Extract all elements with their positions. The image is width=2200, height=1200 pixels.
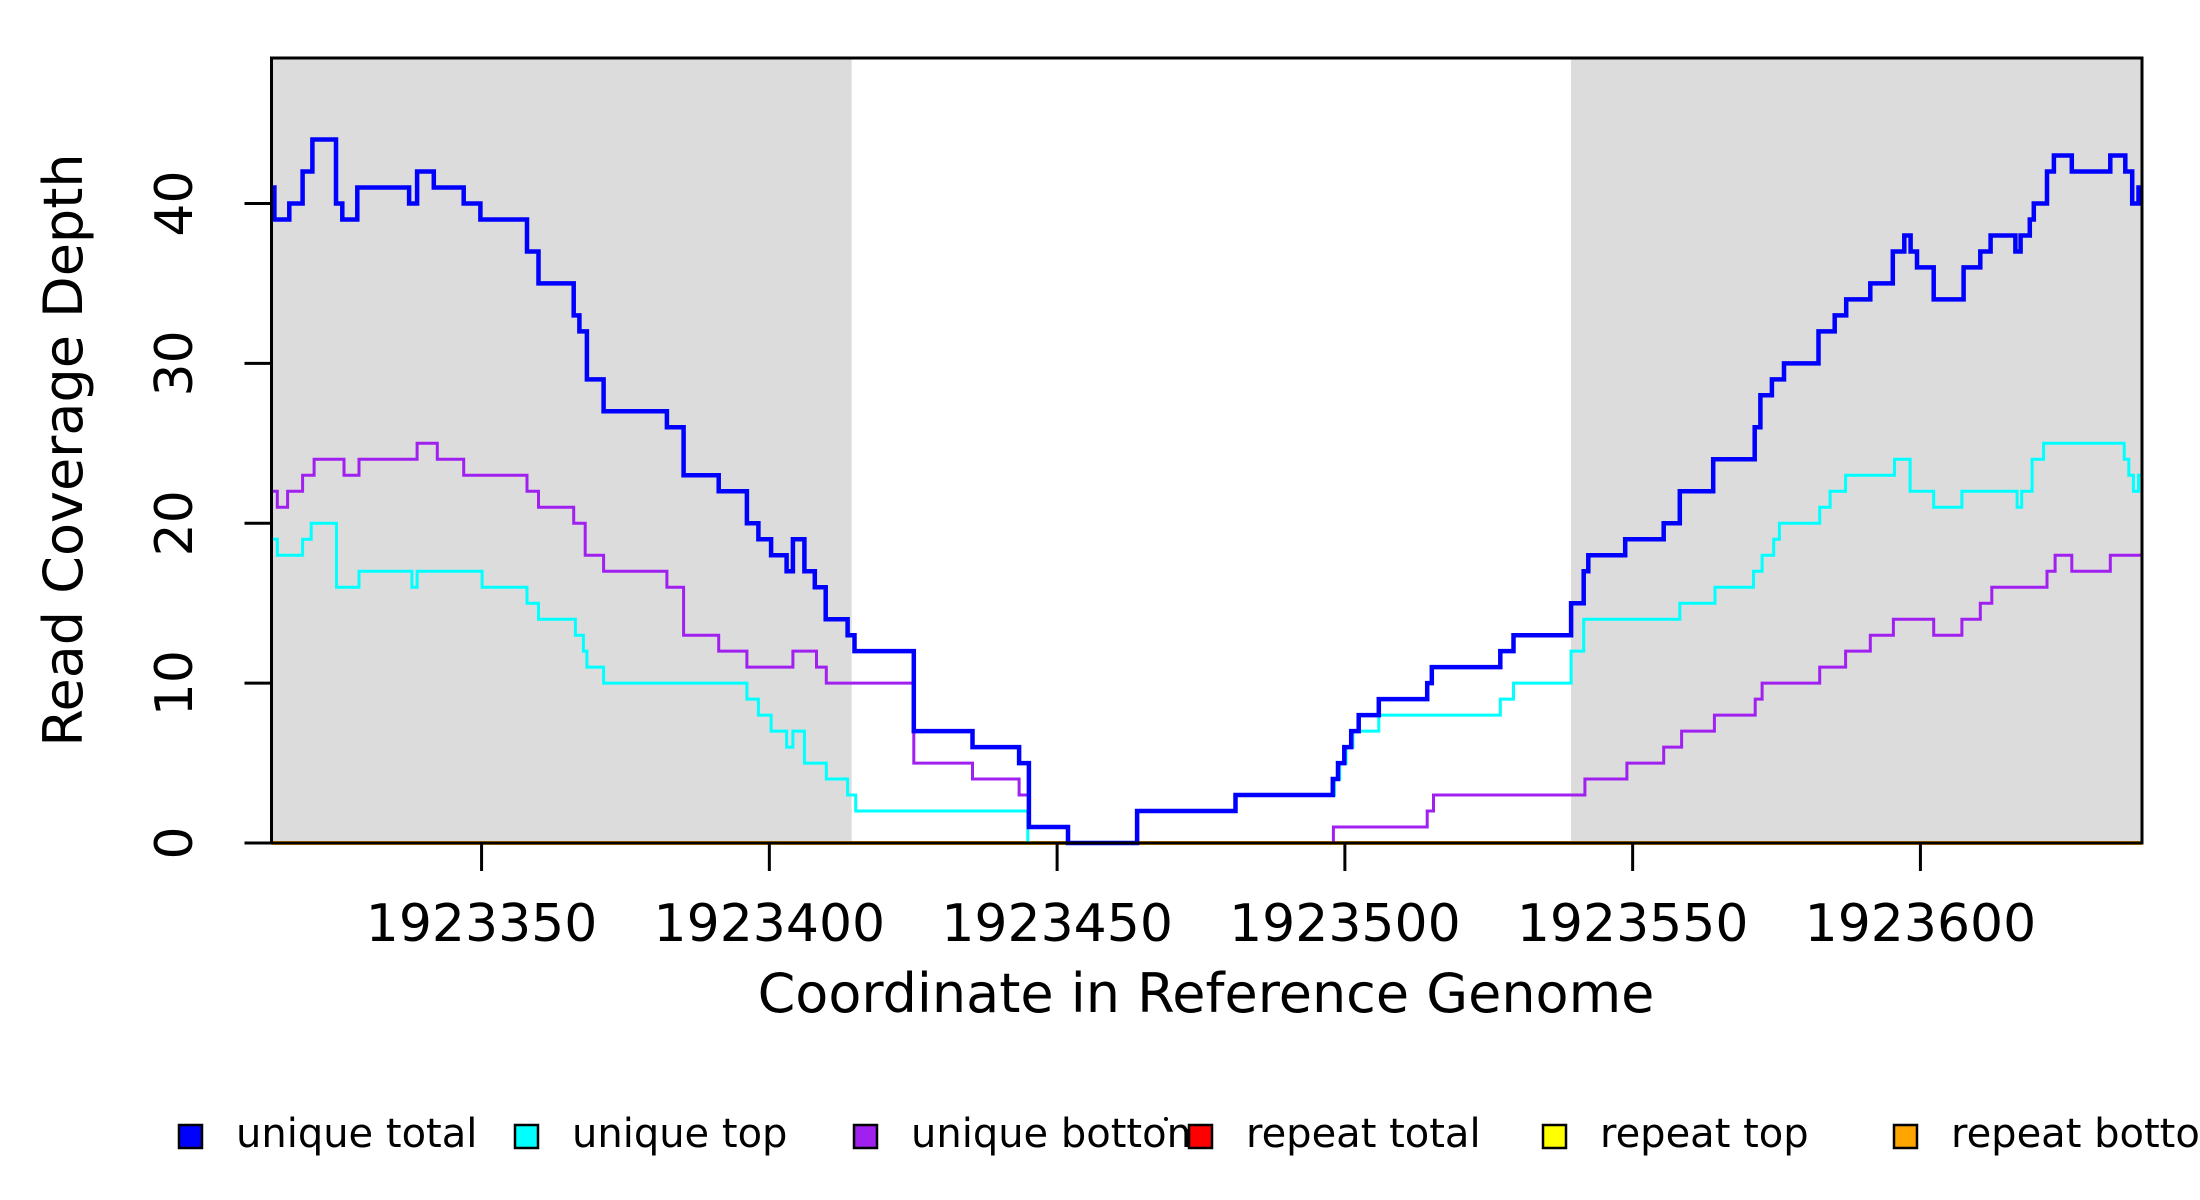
- shaded-region-2: [1571, 58, 2142, 843]
- y-tick-label: 40: [145, 170, 205, 236]
- y-tick-label: 30: [145, 330, 205, 396]
- legend-item-repeat-top: repeat top: [1541, 1111, 1809, 1157]
- legend-swatch-repeat-bottom: [1892, 1123, 1919, 1150]
- y-axis-title: Read Coverage Depth: [32, 153, 95, 746]
- shaded-repeat-regions: [271, 58, 2142, 843]
- legend-label: unique bottom: [911, 1111, 1206, 1157]
- axes: 1923350 1923400 1923450 1923500 1923550 19236…: [145, 170, 2036, 954]
- legend-label: repeat top: [1600, 1111, 1809, 1157]
- y-tick-label: 20: [145, 490, 205, 556]
- x-tick-label: 1923600: [1805, 894, 2037, 954]
- x-tick-label: 1923500: [1229, 894, 1461, 954]
- x-tick-label: 1923550: [1517, 894, 1749, 954]
- x-tick-label: 1923400: [654, 894, 886, 954]
- series-line-unique-total: [271, 137, 2142, 846]
- legend-item-repeat-total: repeat total: [1187, 1111, 1481, 1157]
- legend-label: unique top: [572, 1111, 787, 1157]
- y-tick-label: 10: [145, 650, 205, 716]
- legend-swatch-unique-total: [177, 1123, 204, 1150]
- x-tick-label: 1923350: [366, 894, 598, 954]
- legend-label: repeat bottom: [1951, 1111, 2200, 1157]
- x-axis-title: Coordinate in Reference Genome: [758, 962, 1655, 1025]
- legend-item-unique-bottom: unique bottom: [852, 1111, 1206, 1157]
- annotations: [1164, 1117, 1168, 1121]
- legend-label: unique total: [236, 1111, 477, 1157]
- y-tick-label: 0: [145, 826, 205, 859]
- legend-label: repeat total: [1246, 1111, 1481, 1157]
- legend-swatch-repeat-top: [1541, 1123, 1568, 1150]
- legend-swatch-unique-bottom: [852, 1123, 879, 1150]
- legend: unique total unique top unique bottom repea…: [177, 1111, 2200, 1157]
- shaded-region-1: [271, 58, 852, 843]
- x-tick-label: 1923450: [941, 894, 1173, 954]
- legend-item-unique-top: unique top: [513, 1111, 787, 1157]
- plot-border: [270, 56, 2144, 845]
- legend-swatch-unique-top: [513, 1123, 540, 1150]
- series-line-unique-bottom: [271, 441, 2142, 845]
- stray-dot: [1164, 1117, 1168, 1121]
- legend-item-unique-total: unique total: [177, 1111, 477, 1157]
- legend-swatch-repeat-total: [1187, 1123, 1214, 1150]
- legend-item-repeat-bottom: repeat bottom: [1892, 1111, 2200, 1157]
